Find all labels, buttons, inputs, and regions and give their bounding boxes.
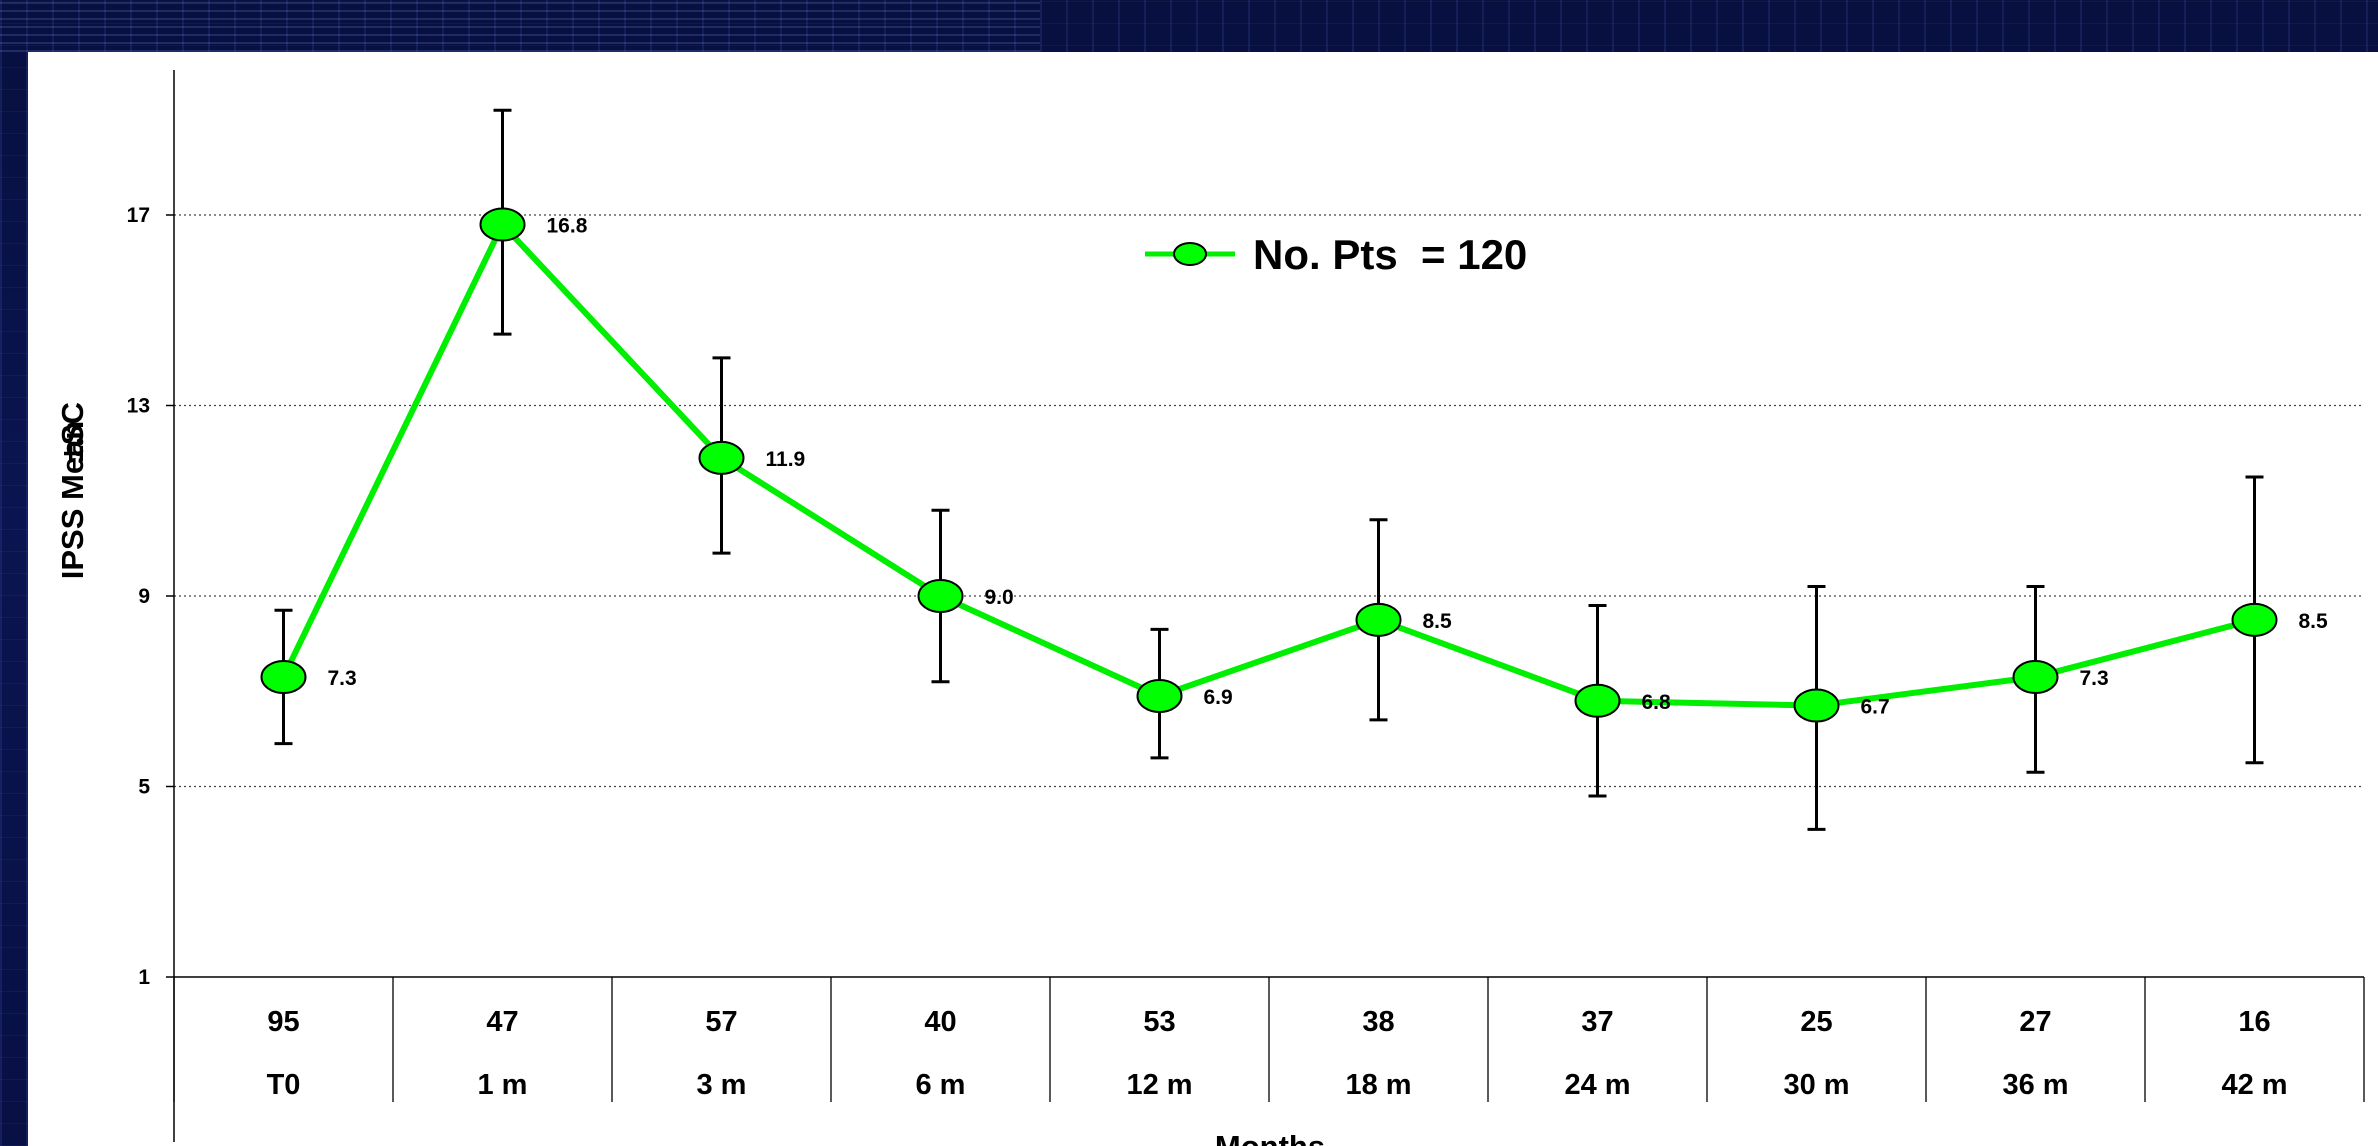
x-category-label: 36 m <box>2002 1069 2068 1101</box>
data-label: 8.5 <box>1423 610 1453 633</box>
data-point <box>479 207 526 242</box>
x-category-label: 18 m <box>1345 1069 1411 1101</box>
patient-count-label: 16 <box>2238 1006 2270 1038</box>
chart-panel <box>28 52 2378 1146</box>
data-labels: 7.3 16.8 11.9 9.0 6.9 8.5 6.8 6.7 7.3 8.5 <box>328 215 2329 719</box>
background-band <box>0 0 1040 52</box>
x-category-label: 12 m <box>1126 1069 1192 1101</box>
data-point <box>698 440 745 475</box>
y-axis-label: IPSS Mean <box>55 421 90 580</box>
x-category-label: T0 <box>267 1069 301 1101</box>
series-polyline <box>280 221 2256 709</box>
y-axis-title-overlap: ±SC <box>55 402 90 462</box>
patient-count-label: 95 <box>267 1006 299 1038</box>
data-label: 9.0 <box>985 586 1014 609</box>
patient-count-label: 47 <box>486 1006 518 1038</box>
legend-label: No. Pts = 120 <box>1253 231 1527 278</box>
data-label: 16.8 <box>547 215 588 238</box>
y-axis-label-overlap: ±SC <box>55 402 90 462</box>
y-tick-label: 13 <box>127 395 150 418</box>
x-category-label: 3 m <box>697 1069 747 1101</box>
y-tick-label: 5 <box>138 776 150 799</box>
patient-count-label: 40 <box>924 1006 956 1038</box>
patient-count-label: 27 <box>2019 1006 2051 1038</box>
data-label: 6.8 <box>1642 691 1672 714</box>
data-label: 6.7 <box>1861 696 1890 719</box>
y-tick-label: 17 <box>127 204 150 227</box>
data-label: 7.3 <box>328 667 357 690</box>
category-table: 95 T0 47 1 m 57 3 m 40 6 m 53 12 m 38 18 m 37 24 m 25 3… <box>173 977 2365 1102</box>
y-axis-title: IPSS Mean <box>55 421 90 580</box>
data-label: 6.9 <box>1204 686 1233 709</box>
y-tick-label: 1 <box>138 966 150 989</box>
y-tick-label: 9 <box>138 585 150 608</box>
patient-count-label: 25 <box>1800 1006 1832 1038</box>
x-category-label: 30 m <box>1783 1069 1849 1101</box>
data-label: 11.9 <box>766 448 806 471</box>
data-point <box>2012 659 2059 694</box>
grid-layer <box>174 214 2364 788</box>
series-line <box>280 221 2256 709</box>
patient-count-label: 38 <box>1362 1006 1394 1038</box>
data-point <box>1136 679 1183 714</box>
data-label: 8.5 <box>2299 610 2329 633</box>
patient-count-label: 53 <box>1143 1006 1175 1038</box>
data-point <box>260 659 307 694</box>
data-label: 7.3 <box>2080 667 2109 690</box>
legend: No. Pts = 120 <box>1145 231 1527 278</box>
legend-marker <box>1173 242 1207 266</box>
x-category-label: 42 m <box>2221 1069 2287 1101</box>
x-category-label: 24 m <box>1564 1069 1630 1101</box>
x-category-label: 1 m <box>478 1069 528 1101</box>
patient-count-label: 37 <box>1581 1006 1613 1038</box>
data-point <box>1793 688 1840 723</box>
data-point <box>1355 602 1402 637</box>
data-point <box>2231 602 2278 637</box>
patient-count-label: 57 <box>705 1006 737 1038</box>
data-point <box>1574 683 1621 718</box>
data-point <box>917 579 964 613</box>
x-axis-label: Months <box>1215 1129 1325 1146</box>
data-markers <box>260 207 2278 723</box>
x-category-label: 6 m <box>916 1069 966 1101</box>
